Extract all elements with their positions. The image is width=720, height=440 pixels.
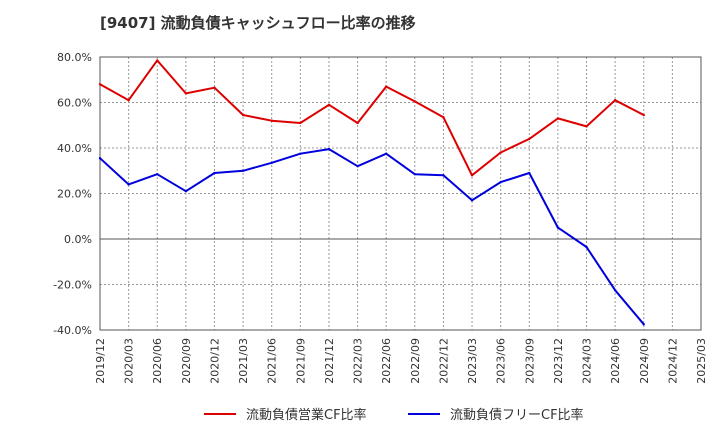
x-tick-label: 2022/12 xyxy=(437,338,450,384)
series-1-point xyxy=(241,113,245,117)
series-2-point xyxy=(127,183,130,186)
series-2-point xyxy=(327,147,331,151)
y-tick-label: 20.0% xyxy=(57,188,92,201)
x-tick-label: 2024/06 xyxy=(609,338,622,384)
series-2-point xyxy=(642,323,645,326)
series-1-point xyxy=(499,151,502,154)
series-2-point xyxy=(384,152,388,155)
series-line-1 xyxy=(99,59,645,177)
y-tick-label: 0.0% xyxy=(64,233,92,246)
series-2-point xyxy=(556,226,560,229)
x-tick-label: 2023/09 xyxy=(523,338,536,384)
chart-title: [9407] 流動負債キャッシュフロー比率の推移 xyxy=(100,14,416,32)
y-tick-label: 60.0% xyxy=(57,97,92,110)
series-2-point xyxy=(241,169,245,172)
series-1-point xyxy=(413,100,417,103)
x-tick-label: 2021/12 xyxy=(323,338,336,384)
plot-frame xyxy=(99,56,702,331)
series-1-point xyxy=(156,59,159,62)
x-tick-label: 2019/12 xyxy=(94,338,107,384)
x-tick-label: 2023/12 xyxy=(552,338,565,384)
series-2-point xyxy=(356,165,359,168)
x-tick-label: 2022/03 xyxy=(352,338,365,384)
legend-label-2: 流動負債フリーCF比率 xyxy=(450,407,584,423)
series-1-point xyxy=(556,117,560,120)
y-tick-label: 40.0% xyxy=(57,142,92,155)
series-1-point xyxy=(127,99,130,102)
series-1-point xyxy=(213,86,216,89)
x-tick-label: 2021/03 xyxy=(237,338,250,384)
x-tick-label: 2023/06 xyxy=(495,338,508,384)
series-2-point xyxy=(156,172,159,176)
x-tick-label: 2020/12 xyxy=(208,338,221,384)
series-1-point xyxy=(384,85,388,88)
series-2-point xyxy=(470,199,474,202)
series-1-point xyxy=(327,103,331,106)
series-1-point xyxy=(299,121,302,125)
x-tick-label: 2024/03 xyxy=(581,338,594,384)
series-1-point xyxy=(270,119,273,122)
y-tick-label: -40.0% xyxy=(53,324,92,337)
series-1-point xyxy=(585,125,588,128)
series-1-point xyxy=(470,174,474,177)
series-1-point xyxy=(642,113,645,117)
legend-label-1: 流動負債営業CF比率 xyxy=(246,407,367,423)
series-2-point xyxy=(528,171,531,175)
x-tick-label: 2020/06 xyxy=(151,338,164,384)
series-1-point xyxy=(528,137,531,141)
x-tick-label: 2022/06 xyxy=(380,338,393,384)
series-2-point xyxy=(299,152,302,155)
x-tick-label: 2021/09 xyxy=(294,338,307,384)
y-tick-label: -20.0% xyxy=(53,279,92,292)
y-tick-label: 80.0% xyxy=(57,51,92,64)
series-1-point xyxy=(356,121,359,125)
x-tick-label: 2023/03 xyxy=(466,338,479,384)
series-2-point xyxy=(98,157,102,160)
x-tick-label: 2024/12 xyxy=(666,338,679,384)
x-tick-label: 2022/09 xyxy=(409,338,422,384)
series-1-point xyxy=(184,92,188,95)
series-2-point xyxy=(442,174,445,177)
series-1-point xyxy=(98,83,102,86)
series-2-point xyxy=(613,288,617,292)
series-2-point xyxy=(499,180,502,184)
x-tick-label: 2020/03 xyxy=(123,338,136,384)
series-2-point xyxy=(270,161,273,164)
x-tick-label: 2021/06 xyxy=(266,338,279,384)
series-2-point xyxy=(184,190,188,193)
series-2-point xyxy=(585,245,588,249)
series-2-point xyxy=(413,172,417,176)
series-2-point xyxy=(213,171,216,175)
series-1-point xyxy=(613,99,617,102)
x-tick-label: 2024/09 xyxy=(638,338,651,384)
x-tick-label: 2025/03 xyxy=(695,338,708,384)
series-line-2 xyxy=(99,148,645,325)
series-1-point xyxy=(442,116,445,119)
x-tick-label: 2020/09 xyxy=(180,338,193,384)
